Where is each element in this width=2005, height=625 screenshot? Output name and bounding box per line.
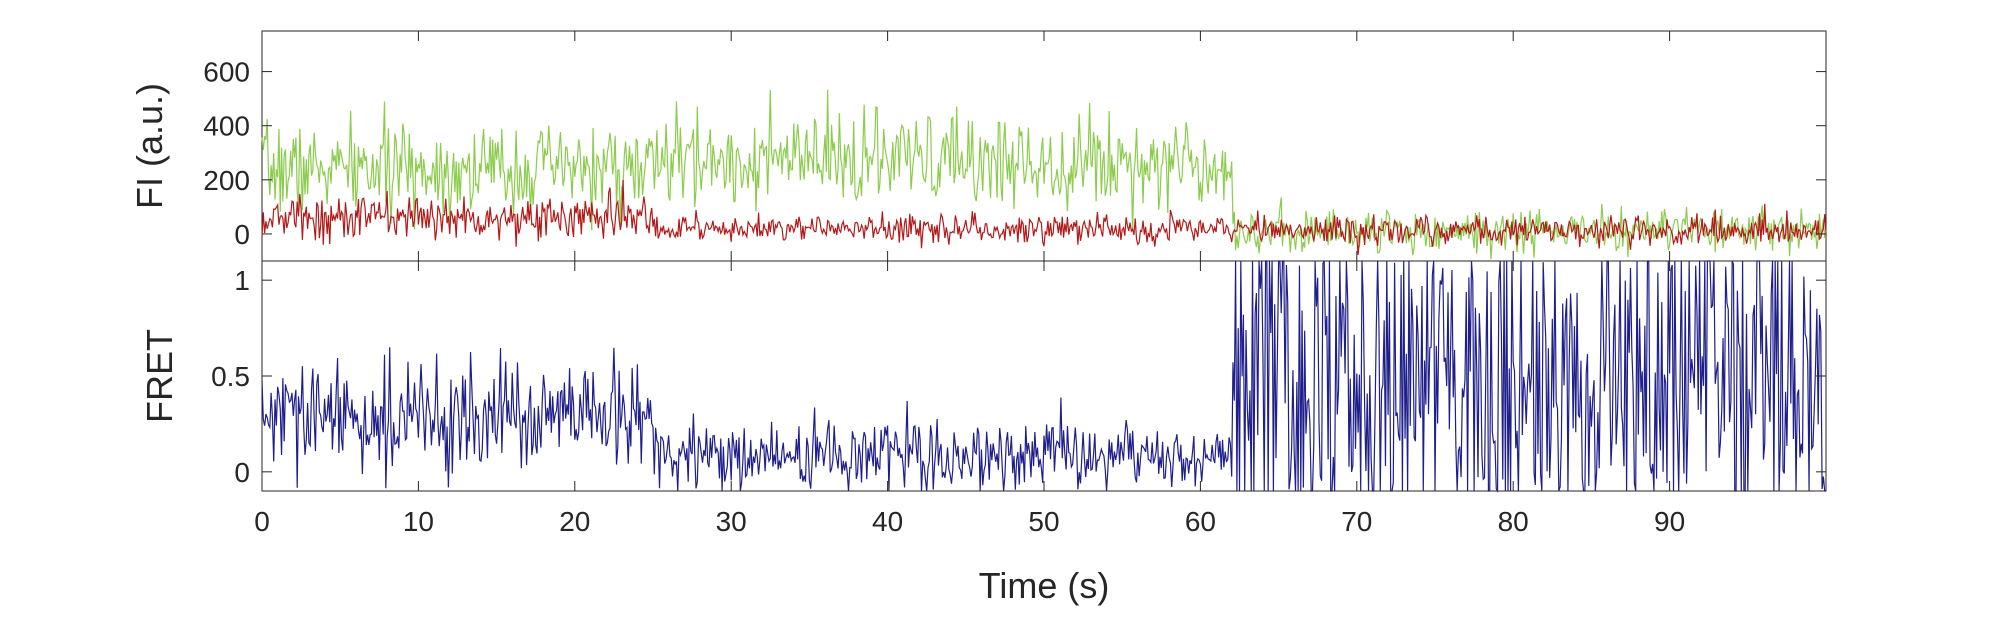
bottom-x-tick-label: 30 xyxy=(716,506,747,537)
x-axis-label: Time (s) xyxy=(979,565,1110,606)
bottom-x-tick-label: 80 xyxy=(1498,506,1529,537)
bottom-ticks-group: 00.510 10 20 30 40 50 60 70 80 90 xyxy=(211,261,1826,537)
top-panel: 0 200 400 600 FI (a.u.) xyxy=(129,30,1827,262)
bottom-x-tick-label: 70 xyxy=(1341,506,1372,537)
top-ticks-group: 0 200 400 600 xyxy=(203,31,1826,261)
top-series-group xyxy=(261,89,1827,260)
bottom-y-tick-label: 1 xyxy=(234,265,250,296)
bottom-x-tick-label: 90 xyxy=(1654,506,1685,537)
bottom-y-tick-label: 0.5 xyxy=(211,361,250,392)
bottom-x-tick-label: 60 xyxy=(1185,506,1216,537)
top-y-tick-label: 400 xyxy=(203,111,250,142)
top-series-line-0 xyxy=(261,89,1827,260)
top-y-axis-label: FI (a.u.) xyxy=(129,83,170,209)
bottom-series-line-0 xyxy=(261,260,1826,494)
top-y-tick-label: 200 xyxy=(203,165,250,196)
top-series-line-1 xyxy=(261,179,1827,255)
bottom-x-tick-label: 20 xyxy=(559,506,590,537)
bottom-x-tick-label: 0 xyxy=(254,506,270,537)
bottom-x-tick-label: 40 xyxy=(872,506,903,537)
bottom-series-group xyxy=(261,260,1826,494)
top-y-tick-label: 600 xyxy=(203,57,250,88)
bottom-y-axis-label: FRET xyxy=(139,329,180,423)
bottom-panel: 00.510 10 20 30 40 50 60 70 80 90 FRET Time (s) xyxy=(139,260,1827,606)
top-y-tick-label: 0 xyxy=(234,219,250,250)
bottom-y-tick-label: 0 xyxy=(234,457,250,488)
bottom-x-tick-label: 10 xyxy=(403,506,434,537)
bottom-x-tick-label: 50 xyxy=(1028,506,1059,537)
